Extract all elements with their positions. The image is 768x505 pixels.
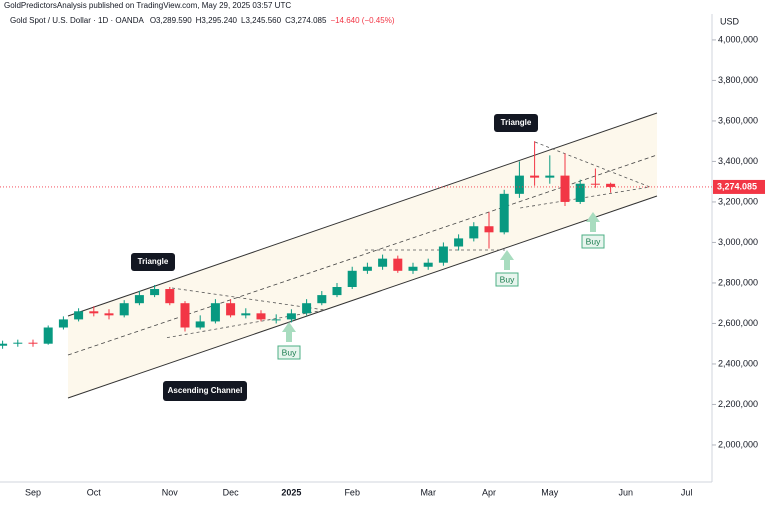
last-price-box	[713, 179, 765, 194]
candle-body	[286, 313, 296, 320]
candle-body	[271, 319, 281, 321]
candle-body	[134, 295, 144, 304]
x-tick-label: Apr	[482, 487, 496, 497]
annotation: Buy	[282, 347, 297, 357]
y-tick-label: 4,000,000	[718, 34, 758, 44]
y-tick-label: 2,200,000	[718, 399, 758, 409]
x-tick-label: Nov	[162, 487, 179, 497]
candle-body	[393, 258, 403, 271]
candle-body	[362, 266, 372, 271]
candle-body	[378, 258, 388, 267]
candle-body	[74, 311, 84, 320]
candle-body	[0, 343, 8, 346]
x-tick-label: Jun	[619, 487, 634, 497]
x-tick-label: Jul	[681, 487, 693, 497]
header-value: O3,289.590	[150, 16, 192, 25]
buy-arrow	[282, 322, 296, 342]
subtitle: GoldPredictorsAnalysis published on Trad…	[4, 1, 291, 10]
annotation-box	[494, 114, 538, 132]
channel-mid	[67, 154, 658, 356]
candle-body	[104, 313, 114, 316]
y-tick-label: 3,400,000	[718, 156, 758, 166]
annotation-box	[131, 253, 175, 271]
header-value: H3,295.240	[196, 16, 238, 25]
y-tick-label: 2,000,000	[718, 439, 758, 449]
candle-body	[28, 342, 38, 344]
annotation-box	[495, 272, 519, 287]
annotation-box	[581, 234, 605, 249]
channel-lower	[67, 195, 658, 399]
channel-fill	[68, 113, 657, 398]
header-value: −14.640 (−0.45%)	[330, 16, 394, 25]
annotation: Buy	[500, 274, 515, 284]
candle-body	[226, 303, 236, 316]
candle-body	[408, 266, 418, 271]
candle-body	[89, 311, 99, 314]
candle-body	[302, 303, 312, 314]
candle-body	[165, 289, 175, 304]
annotation: Triangle	[138, 257, 169, 266]
x-tick-label: Oct	[87, 487, 102, 497]
candle-body	[575, 183, 585, 202]
candle-body	[58, 319, 68, 328]
buy-arrow	[586, 212, 600, 232]
candle-body	[119, 303, 129, 316]
y-tick-label: 3,800,000	[718, 75, 758, 85]
annotation: Triangle	[501, 118, 532, 127]
annotation: Ascending Channel	[168, 386, 243, 395]
candle-body	[13, 342, 23, 344]
y-tick-label: 3,600,000	[718, 115, 758, 125]
y-tick-label: 3,200,000	[718, 196, 758, 206]
annotation: Buy	[586, 236, 601, 246]
channel-upper	[67, 112, 658, 317]
title: Gold Spot / U.S. Dollar · 1D · OANDA	[10, 16, 144, 25]
candle-body	[530, 175, 540, 178]
x-tick-label: May	[541, 487, 559, 497]
candle-body	[545, 175, 555, 178]
candle-body	[469, 226, 479, 239]
header-value: C3,274.085	[285, 16, 327, 25]
candle-body	[606, 183, 616, 187]
x-tick-label: 2025	[281, 487, 301, 497]
buy-arrow	[500, 250, 514, 270]
candle-body	[332, 286, 342, 296]
candle-body	[347, 270, 357, 287]
candle-body	[484, 226, 494, 233]
candle-body	[454, 238, 464, 247]
x-tick-label: Dec	[223, 487, 240, 497]
y-tick-label: 2,600,000	[718, 318, 758, 328]
candle-body	[210, 303, 220, 322]
candle-body	[180, 303, 190, 328]
candle-body	[438, 246, 448, 263]
candle-body	[317, 295, 327, 304]
candle-body	[256, 313, 266, 320]
annotation-box	[163, 381, 247, 401]
candle-body	[241, 313, 251, 316]
candle-body	[195, 321, 205, 328]
candle-body	[43, 327, 53, 344]
x-tick-label: Sep	[25, 487, 41, 497]
candle-body	[560, 175, 570, 202]
candle-body	[499, 193, 509, 233]
last-price-label: 3,274.085	[717, 181, 757, 191]
annotation-box	[277, 345, 301, 360]
x-tick-label: Feb	[344, 487, 360, 497]
candle-body	[514, 175, 524, 194]
candle-body	[590, 183, 600, 185]
candle-body	[150, 289, 160, 296]
candle-body	[423, 262, 433, 267]
y-tick-label: 2,400,000	[718, 358, 758, 368]
y-tick-label: 3,000,000	[718, 237, 758, 247]
candles	[0, 141, 616, 349]
y-tick-label: 2,800,000	[718, 277, 758, 287]
header-value: L3,245.560	[241, 16, 282, 25]
x-tick-label: Mar	[420, 487, 436, 497]
y-axis-label: USD	[720, 16, 740, 26]
